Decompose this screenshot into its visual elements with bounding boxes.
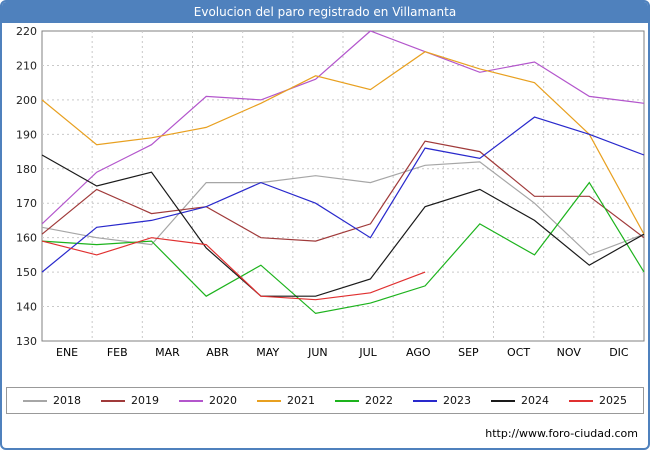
x-tick-label: ABR bbox=[206, 346, 229, 359]
y-tick-label: 140 bbox=[16, 301, 37, 314]
legend-swatch-2025 bbox=[569, 399, 593, 402]
series-2022 bbox=[41, 181, 645, 315]
legend-swatch-2024 bbox=[491, 399, 515, 402]
legend-item-2024: 2024 bbox=[491, 394, 549, 407]
y-tick-label: 170 bbox=[16, 197, 37, 210]
x-tick-label: AGO bbox=[406, 346, 431, 359]
y-tick-label: 200 bbox=[16, 94, 37, 107]
legend-label-2020: 2020 bbox=[209, 394, 237, 407]
series-2020 bbox=[41, 30, 645, 225]
legend-label-2022: 2022 bbox=[365, 394, 393, 407]
series-2018 bbox=[41, 161, 645, 256]
legend-swatch-2019 bbox=[101, 399, 125, 402]
x-tick-label: ENE bbox=[56, 346, 78, 359]
legend-item-2018: 2018 bbox=[23, 394, 81, 407]
x-tick-label: OCT bbox=[507, 346, 530, 359]
legend-label-2024: 2024 bbox=[521, 394, 549, 407]
y-tick-label: 130 bbox=[16, 335, 37, 348]
legend-label-2025: 2025 bbox=[599, 394, 627, 407]
x-tick-label: SEP bbox=[458, 346, 479, 359]
y-tick-label: 220 bbox=[16, 25, 37, 38]
legend-swatch-2020 bbox=[179, 399, 203, 402]
legend-item-2025: 2025 bbox=[569, 394, 627, 407]
legend: 2018 2019 2020 2021 2022 2023 2024 2025 bbox=[6, 387, 644, 414]
y-tick-label: 160 bbox=[16, 232, 37, 245]
legend-label-2021: 2021 bbox=[287, 394, 315, 407]
x-tick-label: JUN bbox=[307, 346, 328, 359]
line-chart: 130 140 150 160 170 180 190 200 210 220 ENE FEB MAR A… bbox=[16, 25, 645, 359]
y-tick-label: 190 bbox=[16, 128, 37, 141]
footer-link[interactable]: http://www.foro-ciudad.com bbox=[485, 427, 638, 440]
series-2025 bbox=[41, 237, 426, 301]
legend-item-2023: 2023 bbox=[413, 394, 471, 407]
legend-item-2019: 2019 bbox=[101, 394, 159, 407]
series-2019 bbox=[41, 140, 645, 242]
legend-swatch-2023 bbox=[413, 399, 437, 402]
x-tick-label: JUL bbox=[358, 346, 377, 359]
footer: http://www.foro-ciudad.com bbox=[485, 427, 638, 440]
y-tick-label: 180 bbox=[16, 163, 37, 176]
x-tick-label: DIC bbox=[609, 346, 629, 359]
y-tick-label: 210 bbox=[16, 59, 37, 72]
legend-item-2020: 2020 bbox=[179, 394, 237, 407]
legend-item-2021: 2021 bbox=[257, 394, 315, 407]
series-2021 bbox=[41, 51, 645, 235]
legend-swatch-2021 bbox=[257, 399, 281, 402]
legend-label-2019: 2019 bbox=[131, 394, 159, 407]
legend-swatch-2018 bbox=[23, 399, 47, 402]
series-2024 bbox=[41, 154, 645, 297]
legend-label-2018: 2018 bbox=[53, 394, 81, 407]
series-2023 bbox=[41, 116, 645, 273]
x-tick-label: NOV bbox=[557, 346, 582, 359]
x-tick-label: FEB bbox=[107, 346, 128, 359]
legend-label-2023: 2023 bbox=[443, 394, 471, 407]
chart-title-bar: Evolucion del paro registrado en Villama… bbox=[2, 2, 648, 23]
x-tick-label: MAY bbox=[256, 346, 279, 359]
legend-swatch-2022 bbox=[335, 399, 359, 402]
y-tick-label: 150 bbox=[16, 266, 37, 279]
chart-title: Evolucion del paro registrado en Villama… bbox=[193, 5, 457, 19]
legend-item-2022: 2022 bbox=[335, 394, 393, 407]
x-tick-label: MAR bbox=[155, 346, 180, 359]
